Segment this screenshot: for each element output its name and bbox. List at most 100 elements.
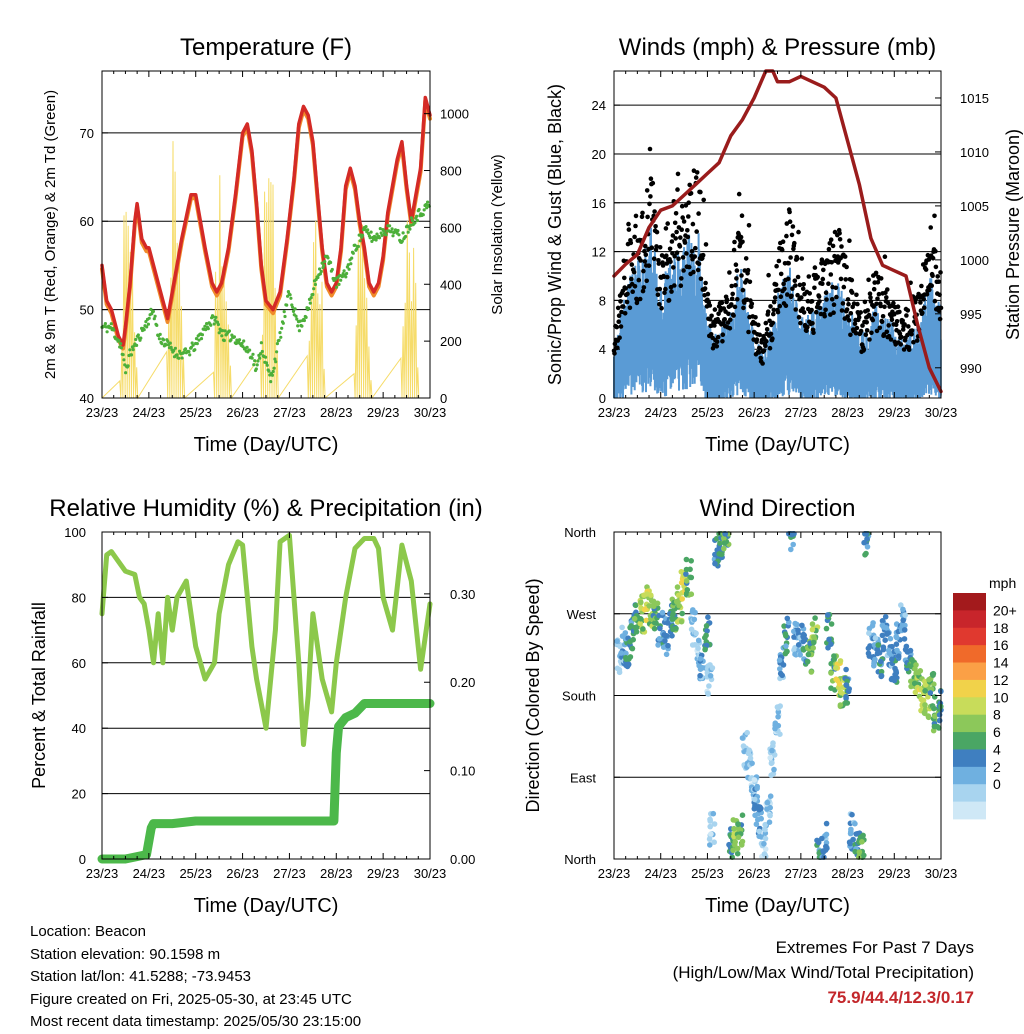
direction-point [809, 621, 816, 627]
dewpoint-point [122, 358, 126, 362]
wind-ytick-label: 8 [599, 293, 606, 308]
dewpoint-point [157, 337, 161, 341]
gust-point [789, 293, 794, 299]
gust-point [829, 297, 835, 302]
temp-xtick-label: 29/23 [367, 405, 400, 420]
dewpoint-point [149, 307, 153, 311]
direction-point [893, 670, 900, 676]
wind-ylabel-left: Sonic/Prop Wind & Gust (Blue, Black) [545, 84, 565, 385]
dewpoint-point [364, 225, 368, 229]
dewpoint-point [353, 243, 357, 247]
gust-point [872, 312, 878, 317]
gust-point [673, 236, 678, 241]
dewpoint-point [280, 326, 284, 330]
direction-point [762, 835, 769, 842]
direction-point [828, 641, 834, 647]
gust-point [815, 274, 820, 280]
wind-ytick-label: 24 [592, 98, 606, 113]
gust-point [727, 326, 733, 331]
gust-point [615, 305, 621, 311]
colorbar-unit: mph [989, 575, 1016, 591]
direction-point [679, 610, 685, 617]
gust-point [820, 281, 825, 287]
direction-point [887, 635, 894, 642]
dewpoint-point [221, 329, 225, 333]
gust-point [780, 239, 786, 244]
gust-point [867, 291, 873, 297]
gust-point [641, 285, 647, 290]
dewpoint-point [197, 338, 201, 342]
rh-ylabel-left: Percent & Total Rainfall [29, 602, 49, 789]
gust-point [696, 261, 702, 267]
gust-point [782, 286, 787, 292]
direction-point [772, 720, 779, 726]
direction-point [721, 535, 727, 542]
direction-point [735, 834, 742, 841]
rh-ytick-label: 40 [72, 721, 86, 736]
rh-xtick-label: 26/23 [226, 866, 259, 881]
direction-point [843, 682, 849, 688]
gust-point [928, 225, 933, 230]
gust-point [618, 324, 624, 329]
gust-point [686, 264, 692, 270]
dewpoint-point [204, 328, 208, 332]
gust-point [681, 268, 686, 273]
dewpoint-point [309, 296, 313, 300]
dewpoint-point [368, 236, 372, 240]
direction-point [721, 545, 727, 552]
dewpoint-point [129, 353, 134, 357]
direction-point [836, 681, 843, 687]
direction-point [878, 668, 885, 675]
gust-point [758, 355, 763, 361]
dewpoint-point [277, 338, 281, 342]
dewpoint-point [212, 322, 216, 326]
dewpoint-point [295, 317, 299, 321]
temp-xtick-label: 30/23 [414, 405, 447, 420]
gust-point [771, 311, 776, 317]
dewpoint-point [318, 267, 322, 271]
gust-point [689, 249, 695, 254]
dir-xtick-label: 30/23 [925, 866, 958, 881]
direction-point [769, 759, 775, 766]
direction-point [792, 651, 798, 657]
gust-point [679, 227, 684, 232]
gust-point [756, 350, 762, 355]
dewpoint-point [378, 227, 382, 231]
direction-point [904, 649, 911, 655]
direction-point [811, 634, 817, 640]
dewpoint-point [248, 348, 252, 352]
gust-point [614, 324, 620, 330]
direction-point [889, 656, 895, 663]
direction-point [825, 612, 831, 618]
gust-point [778, 294, 784, 300]
gust-point [834, 294, 839, 300]
direction-point [614, 665, 621, 672]
gust-point [930, 273, 935, 279]
direction-point [623, 656, 630, 662]
direction-point [849, 811, 855, 818]
gust-point [884, 329, 890, 335]
direction-point [719, 551, 725, 558]
gust-point [848, 311, 854, 316]
gust-point [617, 335, 622, 341]
dewpoint-point [361, 233, 365, 237]
gust-point [684, 251, 689, 256]
dewpoint-point [258, 356, 262, 360]
colorbar-swatch [953, 784, 986, 803]
dewpoint-point [380, 233, 384, 237]
dewpoint-point [316, 275, 320, 280]
dewpoint-point [216, 322, 220, 327]
dewpoint-point [126, 364, 130, 368]
dewpoint-point [377, 236, 382, 240]
direction-point [657, 625, 663, 632]
dewpoint-point [363, 228, 367, 232]
gust-point [662, 290, 667, 296]
gust-point [919, 283, 924, 289]
direction-point [625, 661, 632, 668]
temp-title: Temperature (F) [180, 34, 352, 61]
direction-point [761, 851, 768, 857]
direction-point [871, 660, 877, 667]
gust-point [637, 296, 643, 302]
dewpoint-point [424, 203, 428, 207]
gust-point [643, 252, 649, 257]
